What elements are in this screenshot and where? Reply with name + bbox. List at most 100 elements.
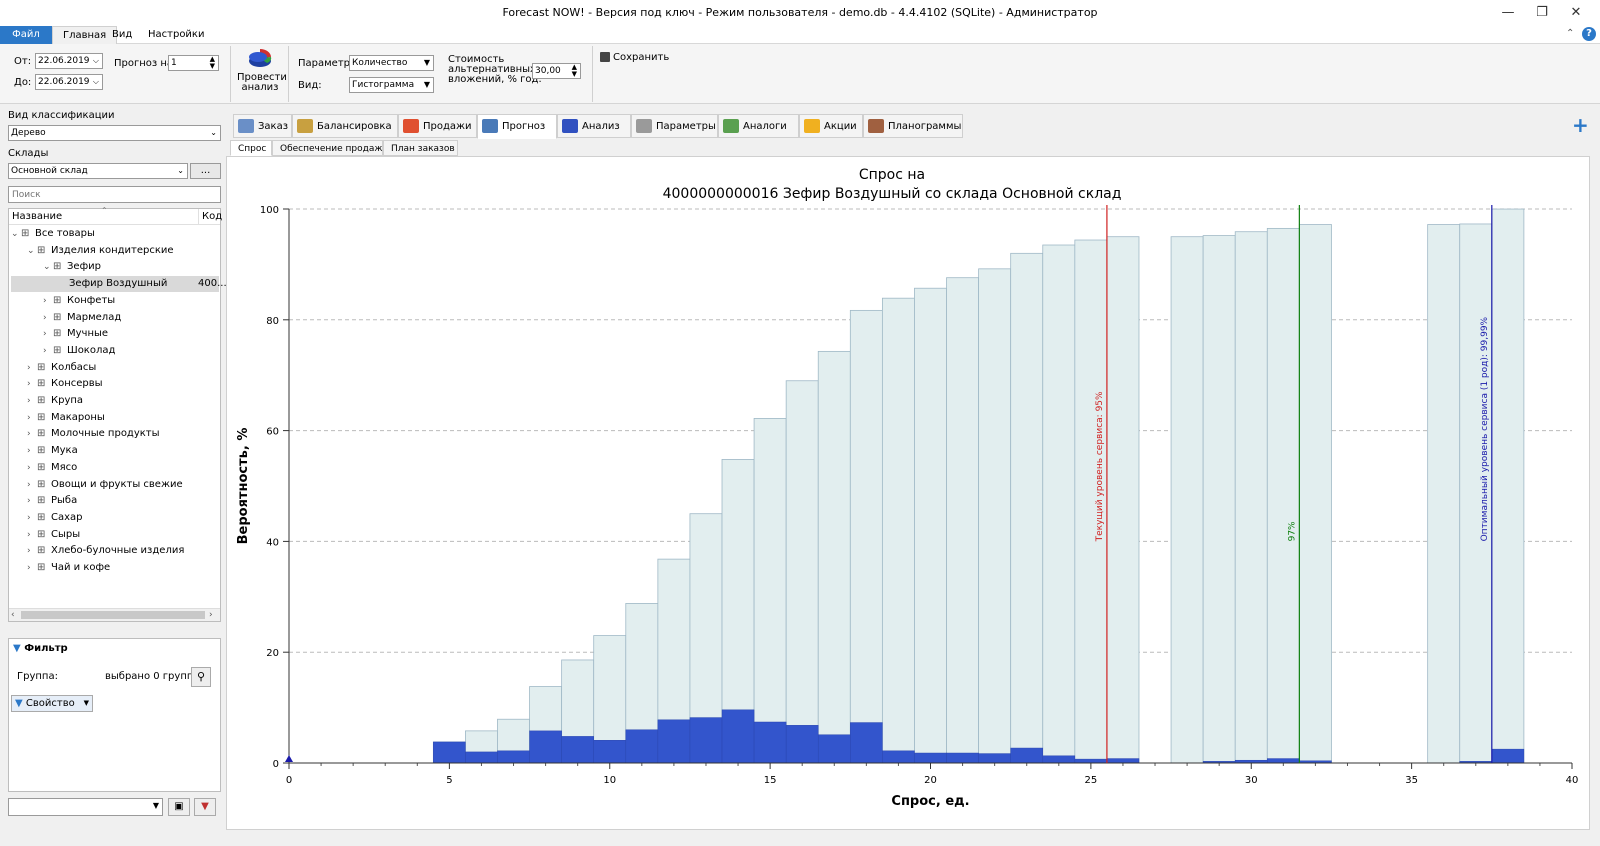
chevron-right-icon[interactable]: › (43, 312, 47, 323)
maximize-icon[interactable]: ❐ (1536, 5, 1548, 20)
tree-item[interactable]: › ⊞ Крупа (11, 393, 219, 409)
tree-item[interactable]: › ⊞ Сахар (11, 510, 219, 526)
clear-filter-icon[interactable]: ▼ (194, 798, 216, 816)
scrollbar-thumb[interactable] (21, 611, 205, 619)
service-level-label: 97% (1287, 521, 1297, 541)
menu-settings[interactable]: Настройки (148, 29, 205, 40)
chevron-right-icon[interactable]: › (27, 479, 31, 490)
tree-body: ⌄ ⊞ Все товары ⌄ ⊞ Изделия кондитерские ⌄ ⊞ Зефи… (9, 226, 227, 606)
subtab-2[interactable]: План заказов (383, 140, 458, 156)
y-tick-label: 60 (266, 427, 279, 438)
tab-3[interactable]: Прогноз (477, 114, 557, 139)
tab-1[interactable]: Балансировка (292, 114, 398, 138)
stepper-arrows-icon[interactable]: ▲ ▼ (209, 55, 215, 70)
save-button[interactable]: Сохранить (600, 52, 669, 63)
view-value: Гистограмма (352, 80, 415, 90)
tree-item[interactable]: › ⊞ Макароны (11, 410, 219, 426)
search-icon[interactable]: ⚲ (191, 667, 211, 687)
chevron-right-icon[interactable]: › (27, 496, 31, 507)
tab-2[interactable]: Продажи (398, 114, 477, 138)
close-icon[interactable]: ✕ (1570, 5, 1582, 20)
from-date-input[interactable]: 22.06.2019 ⌵ (35, 53, 103, 69)
tab-0[interactable]: Заказ (233, 114, 292, 138)
tree-item[interactable]: › ⊞ Консервы (11, 376, 219, 392)
tree-item[interactable]: › ⊞ Овощи и фрукты свежие (11, 477, 219, 493)
tree-item[interactable]: › ⊞ Шоколад (11, 343, 219, 359)
save-preset-icon[interactable]: ▣ (168, 798, 190, 816)
tree-item[interactable]: › ⊞ Мясо (11, 460, 219, 476)
chevron-right-icon[interactable]: › (27, 529, 31, 540)
tree-item[interactable]: Зефир Воздушный 400... (11, 276, 227, 293)
tab-6[interactable]: Аналоги (718, 114, 799, 138)
tree-item[interactable]: › ⊞ Мармелад (11, 310, 219, 326)
warehouse-select[interactable]: Основной склад ⌄ (8, 163, 188, 179)
menu-view[interactable]: Вид (112, 29, 133, 40)
tree-item[interactable]: › ⊞ Рыба (11, 493, 219, 509)
chart-title-line-1: Спрос на (859, 167, 925, 183)
chevron-right-icon[interactable]: › (27, 396, 31, 406)
chevron-right-icon[interactable]: › (43, 329, 47, 340)
scroll-left-icon[interactable]: ‹ (11, 610, 15, 620)
cost-stepper[interactable]: 30,00 ▲ ▼ (532, 63, 581, 79)
tree-item[interactable]: ⌄ ⊞ Все товары (11, 226, 219, 242)
menu-file[interactable]: Файл (0, 26, 52, 44)
tree-item[interactable]: › ⊞ Чай и кофе (11, 560, 219, 576)
forecast-stepper[interactable]: 1 ▲ ▼ (168, 55, 219, 71)
chevron-right-icon[interactable]: › (27, 462, 31, 473)
property-button[interactable]: ▼ Свойство ▼ (11, 695, 93, 712)
column-code-header[interactable]: Код (198, 209, 222, 225)
collapse-ribbon-icon[interactable]: ⌃ (1566, 28, 1575, 39)
filter-header[interactable]: ▼ Фильтр (13, 643, 68, 654)
parameter-select[interactable]: Количество ▼ (349, 55, 434, 71)
tab-5[interactable]: Параметры (631, 114, 718, 138)
tree-item[interactable]: › ⊞ Мучные (11, 326, 219, 342)
tree-item[interactable]: › ⊞ Сыры (11, 527, 219, 543)
tab-4[interactable]: Анализ (557, 114, 631, 138)
menu-home[interactable]: Главная (52, 26, 118, 44)
subtab-0[interactable]: Спрос (230, 140, 272, 156)
chevron-right-icon[interactable]: › (43, 345, 47, 356)
tree-item[interactable]: › ⊞ Мука (11, 443, 219, 459)
chevron-right-icon[interactable]: › (43, 295, 47, 306)
x-tick-label: 20 (924, 775, 937, 786)
chevron-right-icon[interactable]: › (27, 446, 31, 457)
subtab-1[interactable]: Обеспечение продаж (272, 140, 383, 156)
cart-icon: ⊞ (37, 461, 46, 473)
tree-item[interactable]: › ⊞ Хлебо-булочные изделия (11, 543, 219, 559)
chevron-down-icon[interactable]: ⌄ (27, 245, 35, 256)
tree-item[interactable]: ⌄ ⊞ Изделия кондитерские (11, 243, 219, 259)
search-input[interactable] (8, 186, 221, 203)
add-tab-icon[interactable]: + (1572, 113, 1589, 137)
chevron-right-icon[interactable]: › (27, 563, 31, 573)
cumulative-bar (1298, 224, 1332, 764)
tree-item[interactable]: ⌄ ⊞ Зефир (11, 259, 219, 275)
cumulative-bar (1106, 236, 1140, 764)
run-analysis-button[interactable]: Провести анализ (237, 46, 287, 102)
chevron-right-icon[interactable]: › (27, 512, 31, 523)
tree-item[interactable]: › ⊞ Конфеты (11, 293, 219, 309)
tree-item[interactable]: › ⊞ Молочные продукты (11, 426, 219, 442)
minimize-icon[interactable]: — (1501, 5, 1515, 20)
cost-label-3: вложений, % год: (448, 74, 542, 85)
stepper-arrows-icon[interactable]: ▲ ▼ (571, 63, 577, 78)
preset-select[interactable]: ▼ (8, 798, 163, 816)
chevron-right-icon[interactable]: › (27, 379, 31, 390)
chevron-right-icon[interactable]: › (27, 412, 31, 423)
tree-item[interactable]: › ⊞ Колбасы (11, 360, 219, 376)
chevron-down-icon[interactable]: ⌄ (11, 229, 19, 239)
chevron-right-icon[interactable]: › (27, 362, 31, 373)
to-date-input[interactable]: 22.06.2019 ⌵ (35, 74, 103, 90)
tree-horizontal-scrollbar[interactable]: ‹ › (9, 608, 220, 621)
classification-select[interactable]: Дерево ⌄ (8, 125, 221, 141)
chevron-down-icon[interactable]: ⌄ (43, 262, 51, 273)
tab-7[interactable]: Акции (799, 114, 863, 138)
chevron-right-icon[interactable]: › (27, 546, 31, 557)
warehouse-browse-button[interactable]: ... (190, 163, 221, 179)
column-name-header[interactable]: Название (12, 211, 63, 222)
tab-8[interactable]: Планограммы (863, 114, 963, 138)
help-icon[interactable]: ? (1582, 27, 1596, 41)
scroll-right-icon[interactable]: › (209, 610, 213, 620)
view-select[interactable]: Гистограмма ▼ (349, 77, 434, 93)
chevron-right-icon[interactable]: › (27, 429, 31, 440)
cost-value: 30,00 (535, 66, 561, 76)
